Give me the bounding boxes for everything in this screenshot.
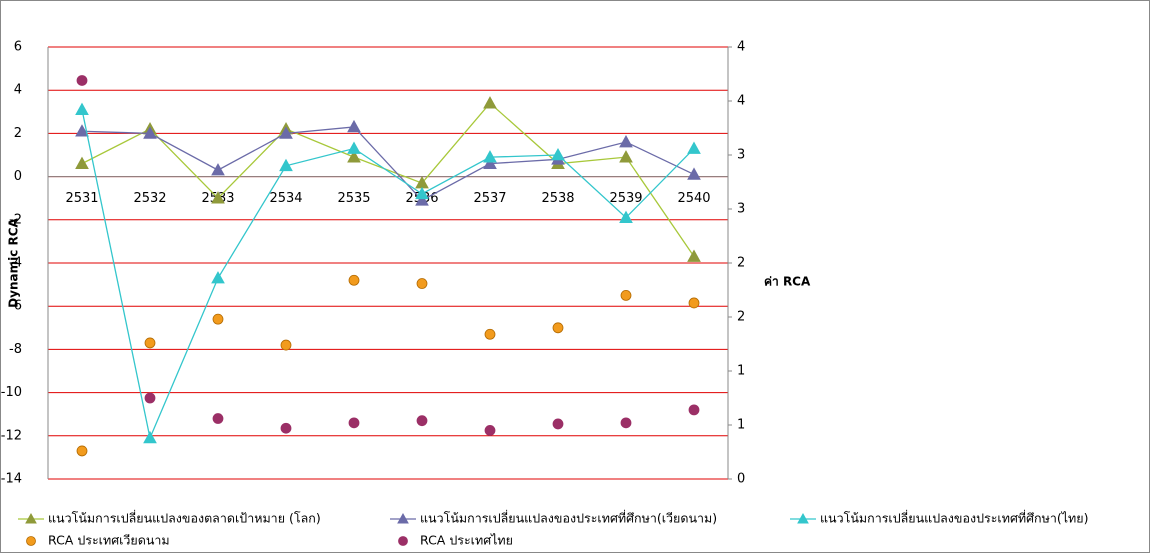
data-point: [347, 119, 361, 133]
data-point: [620, 417, 632, 429]
x-tick-label: 2537: [473, 191, 506, 206]
data-point: [211, 163, 225, 176]
y-tick-label: -8: [9, 342, 22, 357]
data-point: [75, 156, 89, 169]
data-point: [212, 313, 224, 325]
y2-tick-label: 4: [737, 40, 745, 55]
legend-marker: [398, 536, 408, 546]
data-point: [483, 96, 497, 109]
data-point: [415, 186, 429, 200]
y2-tick-label: 4: [737, 94, 745, 109]
data-point: [619, 150, 633, 163]
data-point: [76, 445, 88, 457]
data-point: [687, 167, 701, 180]
x-tick-label: 2532: [133, 191, 166, 206]
data-point: [483, 150, 497, 163]
data-point: [280, 422, 292, 434]
data-point: [484, 328, 496, 340]
y-tick-label: 4: [14, 83, 22, 98]
data-point: [347, 141, 361, 154]
y-tick-label: -10: [1, 385, 22, 400]
data-point: [688, 404, 700, 416]
legend-label: แนวโน้มการเปลี่ยนแปลงของตลาดเป้าหมาย (โล…: [48, 510, 321, 526]
data-point: [76, 75, 88, 86]
data-point: [75, 124, 89, 137]
y-tick-label: 0: [14, 169, 22, 184]
data-point: [551, 147, 565, 161]
data-point: [348, 274, 360, 286]
data-point: [687, 141, 701, 154]
legend-label: RCA ประเทศไทย: [420, 533, 513, 548]
data-point: [619, 135, 633, 148]
x-tick-label: 2531: [65, 191, 98, 206]
y2-tick-label: 1: [737, 418, 745, 433]
data-point: [280, 339, 292, 351]
data-point: [347, 150, 361, 163]
data-point: [415, 193, 429, 206]
y2-axis-title: ค่า RCA: [764, 275, 811, 289]
data-point: [416, 415, 428, 427]
y-tick-label: -4: [9, 256, 22, 271]
data-point: [687, 249, 701, 262]
legend-label: แนวโน้มการเปลี่ยนแปลงของประเทศที่ศึกษา(เ…: [420, 510, 717, 526]
data-point: [143, 430, 157, 444]
y2-tick-label: 1: [737, 364, 745, 379]
legend-marker: [26, 536, 36, 546]
data-point: [144, 337, 156, 349]
data-point: [144, 392, 156, 404]
data-point: [552, 418, 564, 430]
data-point: [211, 191, 225, 204]
y-tick-label: 6: [14, 40, 22, 55]
y2-tick-label: 0: [737, 472, 745, 487]
x-tick-label: 2534: [269, 191, 302, 206]
x-tick-label: 2540: [677, 191, 710, 206]
data-point: [620, 289, 632, 301]
y-axis-title: Dynamic RCA: [7, 217, 21, 307]
data-point: [484, 424, 496, 436]
data-point: [143, 126, 157, 139]
data-point: [619, 210, 633, 223]
y-tick-label: -2: [9, 212, 22, 227]
legend-label: แนวโน้มการเปลี่ยนแปลงของประเทศที่ศึกษา(ไ…: [820, 510, 1088, 526]
data-point: [211, 271, 225, 284]
data-point: [279, 158, 293, 172]
data-point: [483, 156, 497, 169]
data-point: [212, 413, 224, 424]
legend-marker: [397, 512, 409, 524]
x-tick-label: 2539: [609, 191, 642, 206]
legend-label: RCA ประเทศเวียดนาม: [48, 533, 170, 548]
series-line: [81, 102, 695, 257]
data-point: [279, 126, 293, 139]
y2-tick-label: 3: [737, 148, 745, 163]
y2-tick-label: 2: [737, 256, 745, 271]
x-tick-label: 2538: [541, 191, 574, 206]
data-point: [688, 297, 700, 309]
y2-tick-label: 2: [737, 310, 745, 325]
legend-marker: [797, 512, 809, 524]
series-line: [81, 126, 695, 202]
y-tick-label: 2: [14, 126, 22, 141]
legend-marker: [25, 512, 37, 524]
data-point: [552, 322, 564, 334]
data-point: [75, 102, 89, 115]
y-tick-label: -12: [1, 428, 22, 443]
y-tick-label: -6: [9, 299, 22, 314]
y2-tick-label: 3: [737, 202, 745, 217]
y-tick-label: -14: [1, 472, 22, 487]
data-point: [416, 278, 428, 289]
x-tick-label: 2535: [337, 191, 370, 206]
data-point: [348, 417, 360, 429]
series-line: [81, 109, 695, 441]
